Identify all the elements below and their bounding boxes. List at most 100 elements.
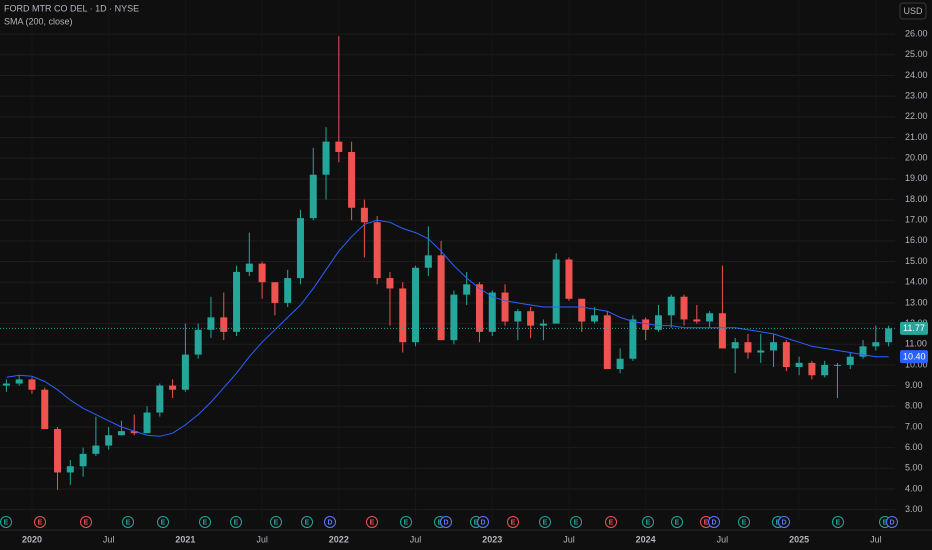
event-label: E [883, 519, 888, 526]
y-tick-label: 3.00 [905, 504, 923, 514]
y-tick-label: 13.00 [905, 297, 928, 307]
event-label: D [443, 519, 448, 526]
currency-label[interactable]: USD [903, 6, 923, 16]
candle-body [629, 319, 637, 359]
y-tick-label: 16.00 [905, 235, 928, 245]
event-badge [605, 516, 617, 528]
candle-body [92, 445, 100, 454]
candle-body [181, 354, 189, 390]
candle-body [130, 431, 138, 434]
event-marker: E [832, 516, 844, 528]
candle-body [718, 313, 726, 349]
y-tick-label: 9.00 [905, 380, 923, 390]
event-label: E [234, 519, 239, 526]
event-badge [886, 516, 898, 528]
candle-body [207, 317, 215, 330]
candle-body [475, 284, 483, 332]
candle-body [169, 385, 177, 390]
candle-body [808, 362, 816, 376]
event-marker: D [324, 516, 336, 528]
event-badge [570, 516, 582, 528]
event-marker: E [80, 516, 92, 528]
event-label: D [480, 519, 485, 526]
candle-body [821, 364, 829, 376]
y-tick-label: 8.00 [905, 401, 923, 411]
y-tick-label: 25.00 [905, 49, 928, 59]
candle-body [859, 346, 867, 357]
candle-body [680, 296, 688, 320]
y-tick-label: 20.00 [905, 153, 928, 163]
candle-body [284, 278, 292, 303]
event-marker: D [477, 516, 489, 528]
event-marker: E [230, 516, 242, 528]
candle-body [233, 271, 241, 332]
candle-body [603, 315, 611, 370]
event-marker: E [570, 516, 582, 528]
candle-body [399, 288, 407, 343]
event-label: E [370, 519, 375, 526]
candle-body [706, 313, 714, 322]
event-badge [0, 516, 12, 528]
event-marker: D [778, 516, 790, 528]
candle-body [105, 435, 113, 446]
candle-body [424, 255, 432, 268]
event-label: E [38, 519, 43, 526]
candle-body [642, 319, 650, 330]
candle-body [552, 259, 560, 324]
candle-body [28, 379, 36, 390]
y-tick-label: 11.00 [905, 339, 927, 349]
event-badge [477, 516, 489, 528]
candle-body [79, 453, 87, 467]
event-badge [440, 516, 452, 528]
event-label: D [781, 519, 786, 526]
candle-body [782, 342, 790, 367]
event-marker: D [440, 516, 452, 528]
candle-body [450, 294, 458, 341]
candle-body [744, 342, 752, 353]
y-tick-label: 18.00 [905, 194, 928, 204]
candle-body [539, 323, 547, 326]
event-label: D [327, 519, 332, 526]
candle-body [846, 356, 854, 365]
y-tick-label: 15.00 [905, 256, 928, 266]
y-tick-label: 26.00 [905, 28, 928, 38]
candle-body [194, 329, 202, 355]
event-marker: E [642, 516, 654, 528]
event-badge [199, 516, 211, 528]
candle-body [770, 342, 778, 351]
last-price-label: 11.77 [903, 323, 925, 333]
event-label: E [404, 519, 409, 526]
candle-body [488, 292, 496, 332]
candle-body [117, 431, 125, 436]
event-label: E [742, 519, 747, 526]
event-badge [301, 516, 313, 528]
candle-body [833, 364, 841, 366]
x-tick-label: Jul [870, 534, 882, 544]
candle-body [156, 385, 164, 413]
y-tick-label: 17.00 [905, 215, 928, 225]
candle-body [2, 383, 10, 386]
event-marker: E [199, 516, 211, 528]
event-marker: E [157, 516, 169, 528]
event-badge [671, 516, 683, 528]
event-marker: D [886, 516, 898, 528]
event-marker: E [270, 516, 282, 528]
candle-body [872, 342, 880, 347]
event-badge [366, 516, 378, 528]
candle-body [757, 350, 765, 353]
currency-button[interactable] [899, 2, 927, 20]
grid [0, 33, 895, 511]
candle-body [143, 412, 151, 434]
event-badge [80, 516, 92, 528]
candle-body [654, 315, 662, 330]
event-label: E [836, 519, 841, 526]
candle-body [258, 263, 266, 283]
event-label: E [203, 519, 208, 526]
event-badge [122, 516, 134, 528]
event-badge [270, 516, 282, 528]
x-tick-label: 2024 [636, 534, 656, 544]
candle-body [220, 317, 228, 332]
event-badge [778, 516, 790, 528]
event-badge [708, 516, 720, 528]
y-tick-label: 22.00 [905, 111, 928, 121]
